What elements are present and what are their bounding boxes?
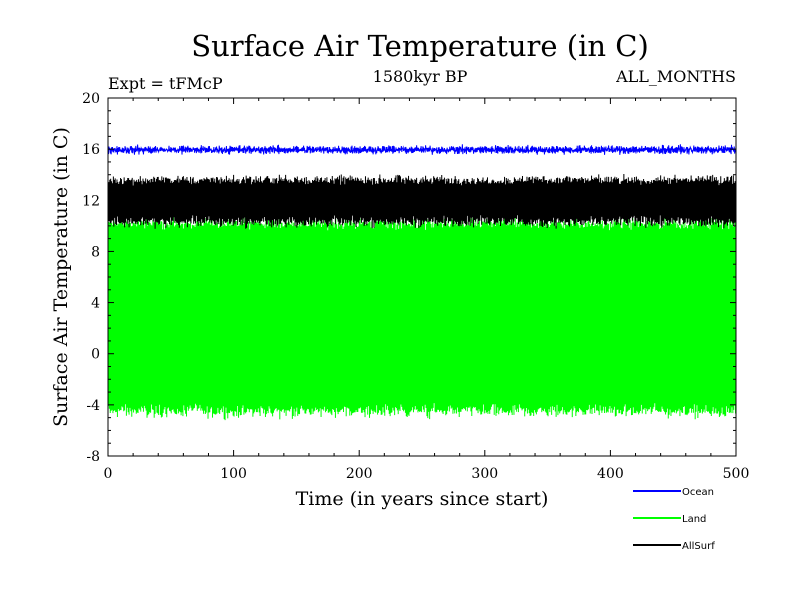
series-line-land [107,216,737,421]
y-tick-label: 20 [82,91,100,107]
x-tick-label: 300 [471,466,498,482]
experiment-label: Expt = tFMcP [108,74,223,93]
plot-area [107,144,737,421]
x-tick-label: 100 [220,466,247,482]
x-tick-label: 500 [723,466,750,482]
chart-subtitle: 1580kyr BP [373,67,468,86]
y-tick-label: -4 [86,398,100,414]
months-label: ALL_MONTHS [615,67,736,86]
y-tick-label: 0 [91,347,100,363]
legend-label-allsurf: AllSurf [682,541,715,552]
y-tick-label: 8 [91,244,100,260]
y-tick-label: -8 [86,449,100,465]
y-tick-label: 12 [82,193,100,209]
x-axis-label: Time (in years since start) [296,488,549,510]
y-tick-label: 4 [91,296,100,312]
ticks-layer: 0 100 200 300 400 500 -8 -4 0 4 8 12 16 20 [82,91,749,482]
chart-title: Surface Air Temperature (in C) [191,29,649,63]
x-tick-label: 200 [346,466,373,482]
legend: Ocean Land AllSurf [633,487,715,552]
legend-label-land: Land [682,514,706,525]
series-line-allsurf [107,174,737,229]
x-tick-label: 400 [597,466,624,482]
series-line-ocean [107,144,737,155]
y-tick-label: 16 [82,142,100,158]
y-axis-label: Surface Air Temperature (in C) [50,127,72,427]
x-tick-label: 0 [104,466,113,482]
legend-label-ocean: Ocean [682,487,714,498]
